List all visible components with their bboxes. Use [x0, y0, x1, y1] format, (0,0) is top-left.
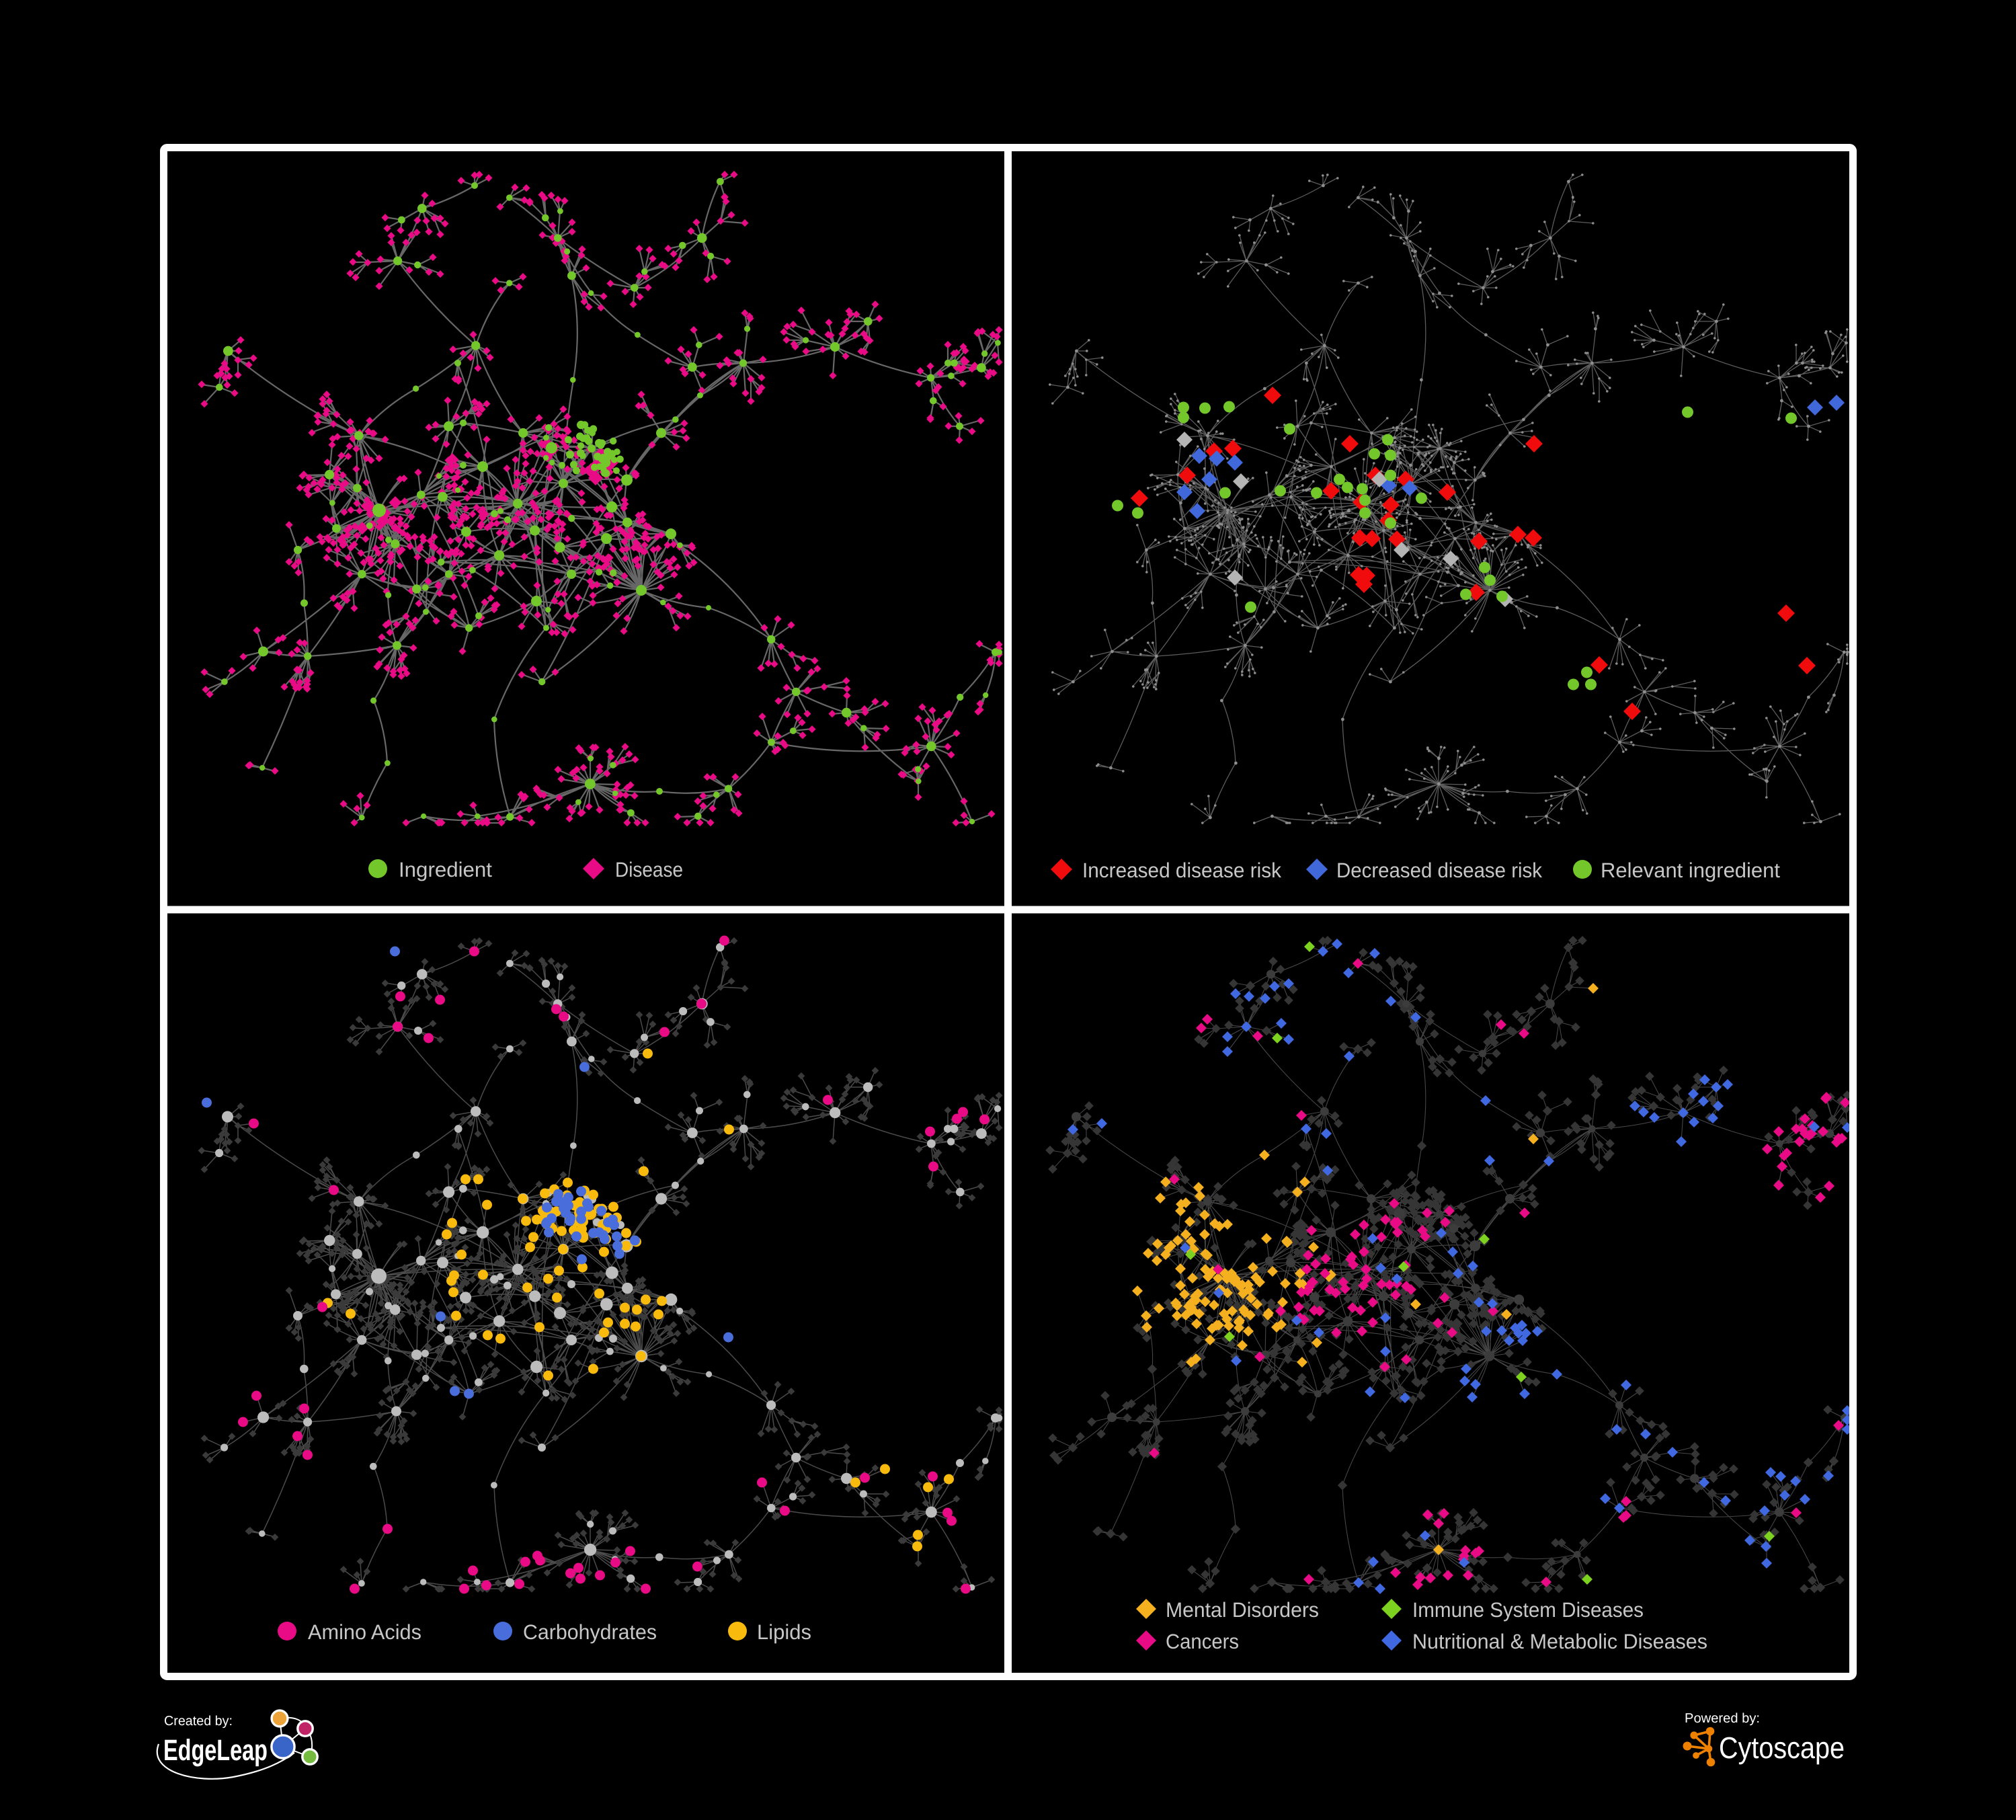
svg-text:Cancers: Cancers: [1166, 1630, 1239, 1653]
svg-text:Disease: Disease: [615, 858, 683, 881]
svg-text:Mental Disorders: Mental Disorders: [1166, 1598, 1319, 1622]
svg-text:Created by:: Created by:: [164, 1714, 233, 1729]
svg-text:Carbohydrates: Carbohydrates: [523, 1620, 657, 1644]
svg-text:Immune System Diseases: Immune System Diseases: [1412, 1598, 1644, 1622]
svg-text:Increased disease risk: Increased disease risk: [1082, 859, 1281, 882]
svg-text:Decreased disease risk: Decreased disease risk: [1336, 859, 1542, 882]
svg-text:Powered by:: Powered by:: [1685, 1711, 1760, 1726]
svg-text:Lipids: Lipids: [757, 1620, 811, 1644]
svg-text:Relevant ingredient: Relevant ingredient: [1601, 859, 1780, 882]
svg-text:EdgeLeap: EdgeLeap: [163, 1734, 268, 1767]
svg-text:Amino Acids: Amino Acids: [308, 1620, 421, 1644]
svg-text:Cytoscape: Cytoscape: [1719, 1731, 1845, 1765]
svg-text:Nutritional & Metabolic Diseas: Nutritional & Metabolic Diseases: [1412, 1630, 1707, 1653]
svg-text:Ingredient: Ingredient: [399, 858, 492, 881]
